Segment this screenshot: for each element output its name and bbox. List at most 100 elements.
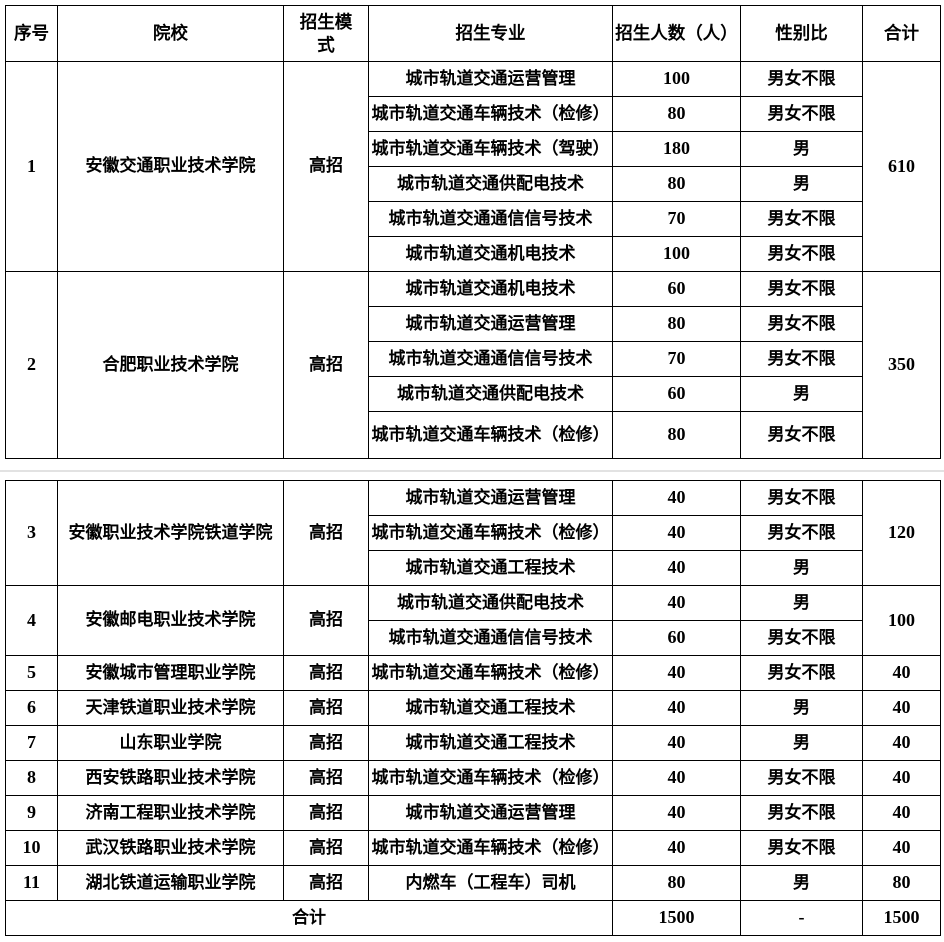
school-name-cell: 西安铁路职业技术学院 xyxy=(57,760,284,796)
major-name-cell: 城市轨道交通供配电技术 xyxy=(368,376,613,412)
major-row: 城市轨道交通车辆技术（检修） 80 男女不限 xyxy=(6,411,941,459)
student-count-cell: 100 xyxy=(612,61,741,97)
serial-number-cell: 11 xyxy=(5,865,58,901)
enrollment-table-part-2: 3 安徽职业技术学院铁道学院 高招 城市轨道交通运营管理 40 男女不限 120 城市轨道交通… xyxy=(5,480,941,936)
major-row: 城市轨道交通运营管理 80 男女不限 xyxy=(6,306,941,342)
major-name-cell: 城市轨道交通机电技术 xyxy=(368,236,613,272)
student-count-cell: 80 xyxy=(612,411,741,459)
major-row: 5 安徽城市管理职业学院 高招 城市轨道交通车辆技术（检修） 40 男女不限 40 xyxy=(5,655,941,691)
major-name-cell: 城市轨道交通机电技术 xyxy=(368,271,613,307)
enroll-mode-cell: 高招 xyxy=(283,760,369,796)
enroll-mode-cell: 高招 xyxy=(283,655,369,691)
group-total-cell: 80 xyxy=(862,865,941,901)
grand-total-count-cell: 1500 xyxy=(612,900,741,936)
school-name-cell: 天津铁道职业技术学院 xyxy=(57,690,284,726)
major-row: 1 安徽交通职业技术学院 高招 城市轨道交通运营管理 100 男女不限 610 xyxy=(5,61,941,272)
major-row: 9 济南工程职业技术学院 高招 城市轨道交通运营管理 40 男女不限 40 xyxy=(5,795,941,831)
gender-ratio-cell: 男 xyxy=(740,690,863,726)
major-name-cell: 城市轨道交通车辆技术（检修） xyxy=(368,411,613,459)
section-gap xyxy=(0,459,944,480)
major-name-cell: 城市轨道交通供配电技术 xyxy=(368,585,613,621)
enroll-mode-cell: 高招 xyxy=(283,480,369,586)
col-header-mode: 招生模式 xyxy=(283,5,369,62)
student-count-cell: 80 xyxy=(612,96,741,132)
major-name-cell: 城市轨道交通车辆技术（检修） xyxy=(368,655,613,691)
student-count-cell: 40 xyxy=(612,690,741,726)
gender-ratio-cell: 男女不限 xyxy=(740,236,863,272)
gender-ratio-cell: 男女不限 xyxy=(740,96,863,132)
major-row: 10 武汉铁路职业技术学院 高招 城市轨道交通车辆技术（检修） 40 男女不限 40 xyxy=(5,830,941,866)
grand-total-row: 合计 1500-1500 xyxy=(5,900,941,936)
major-row: 城市轨道交通供配电技术 80 男 xyxy=(6,166,941,202)
major-name-cell: 城市轨道交通运营管理 xyxy=(368,480,613,516)
school-name-cell: 合肥职业技术学院 xyxy=(57,271,284,459)
col-header-school: 院校 xyxy=(57,5,284,62)
major-name-cell: 城市轨道交通车辆技术（检修） xyxy=(368,515,613,551)
gender-ratio-cell: 男女不限 xyxy=(740,830,863,866)
group-total-cell: 40 xyxy=(862,725,941,761)
major-row: 城市轨道交通车辆技术（检修） 80 男女不限 xyxy=(6,96,941,132)
enroll-mode-cell: 高招 xyxy=(283,271,369,459)
school-name-cell: 安徽交通职业技术学院 xyxy=(57,61,284,272)
enroll-mode-cell: 高招 xyxy=(283,725,369,761)
student-count-cell: 40 xyxy=(612,480,741,516)
group-total-cell: 40 xyxy=(862,655,941,691)
table-body-part-1: 1 安徽交通职业技术学院 高招 城市轨道交通运营管理 100 男女不限 610 城市轨道交通车… xyxy=(5,61,941,459)
group-total-cell: 40 xyxy=(862,795,941,831)
serial-number-cell: 2 xyxy=(5,271,58,459)
student-count-cell: 180 xyxy=(612,131,741,167)
student-count-cell: 100 xyxy=(612,236,741,272)
student-count-cell: 70 xyxy=(612,201,741,237)
gender-ratio-cell: 男女不限 xyxy=(740,341,863,377)
major-row: 4 安徽邮电职业技术学院 高招 城市轨道交通供配电技术 40 男 100 xyxy=(5,585,941,656)
major-row: 城市轨道交通机电技术 100 男女不限 xyxy=(6,236,941,272)
serial-number-cell: 7 xyxy=(5,725,58,761)
col-header-total: 合计 xyxy=(862,5,941,62)
serial-number-cell: 5 xyxy=(5,655,58,691)
student-count-cell: 40 xyxy=(612,830,741,866)
school-name-cell: 济南工程职业技术学院 xyxy=(57,795,284,831)
student-count-cell: 40 xyxy=(612,795,741,831)
gender-ratio-cell: 男女不限 xyxy=(740,480,863,516)
enroll-mode-cell: 高招 xyxy=(283,585,369,656)
student-count-cell: 80 xyxy=(612,865,741,901)
gender-ratio-cell: 男女不限 xyxy=(740,411,863,459)
serial-number-cell: 8 xyxy=(5,760,58,796)
col-header-major: 招生专业 xyxy=(368,5,613,62)
group-total-cell: 100 xyxy=(862,585,941,656)
student-count-cell: 70 xyxy=(612,341,741,377)
major-row: 城市轨道交通车辆技术（检修） 40 男女不限 xyxy=(6,515,941,551)
gender-ratio-cell: 男女不限 xyxy=(740,620,863,656)
major-name-cell: 城市轨道交通运营管理 xyxy=(368,306,613,342)
school-name-cell: 湖北铁道运输职业学院 xyxy=(57,865,284,901)
group-total-cell: 40 xyxy=(862,760,941,796)
school-name-cell: 安徽职业技术学院铁道学院 xyxy=(57,480,284,586)
major-row: 城市轨道交通通信信号技术 70 男女不限 xyxy=(6,201,941,237)
major-name-cell: 城市轨道交通供配电技术 xyxy=(368,166,613,202)
table-header-row: 序号 院校 招生模式 招生专业 招生人数（人） 性别比 合计 xyxy=(5,5,941,62)
student-count-cell: 40 xyxy=(612,725,741,761)
gender-ratio-cell: 男女不限 xyxy=(740,306,863,342)
enroll-mode-cell: 高招 xyxy=(283,830,369,866)
student-count-cell: 60 xyxy=(612,376,741,412)
major-row: 城市轨道交通供配电技术 60 男 xyxy=(6,376,941,412)
serial-number-cell: 9 xyxy=(5,795,58,831)
major-row: 3 安徽职业技术学院铁道学院 高招 城市轨道交通运营管理 40 男女不限 120 xyxy=(5,480,941,586)
gender-ratio-cell: 男 xyxy=(740,585,863,621)
group-total-cell: 350 xyxy=(862,271,941,459)
group-total-cell: 40 xyxy=(862,830,941,866)
col-header-count: 招生人数（人） xyxy=(612,5,741,62)
major-name-cell: 城市轨道交通车辆技术（驾驶） xyxy=(368,131,613,167)
enrollment-table-part-1: 序号 院校 招生模式 招生专业 招生人数（人） 性别比 合计 1 安徽交通职业技术学院 高招 城市… xyxy=(5,5,941,459)
serial-number-cell: 10 xyxy=(5,830,58,866)
major-name-cell: 城市轨道交通运营管理 xyxy=(368,61,613,97)
grand-total-gender-cell: - xyxy=(740,900,863,936)
serial-number-cell: 3 xyxy=(5,480,58,586)
col-header-serial: 序号 xyxy=(5,5,58,62)
gender-ratio-cell: 男 xyxy=(740,376,863,412)
enroll-mode-cell: 高招 xyxy=(283,690,369,726)
school-name-cell: 山东职业学院 xyxy=(57,725,284,761)
group-total-cell: 610 xyxy=(862,61,941,272)
student-count-cell: 60 xyxy=(612,271,741,307)
school-name-cell: 武汉铁路职业技术学院 xyxy=(57,830,284,866)
